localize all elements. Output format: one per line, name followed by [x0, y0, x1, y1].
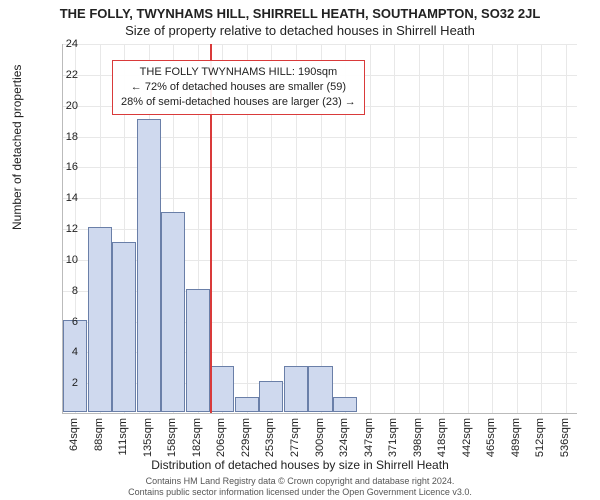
gridline-v [394, 44, 395, 413]
footer-line2: Contains public sector information licen… [0, 487, 600, 498]
histogram-bar [161, 212, 185, 412]
y-tick-label: 6 [48, 316, 78, 328]
x-tick-label: 253sqm [264, 418, 276, 457]
chart-area: THE FOLLY TWYNHAMS HILL: 190sqm ← 72% of… [62, 44, 577, 414]
x-tick-label: 158sqm [166, 418, 178, 457]
histogram-bar [235, 397, 259, 412]
y-tick-label: 12 [48, 223, 78, 235]
attribution-footer: Contains HM Land Registry data © Crown c… [0, 476, 600, 499]
y-tick-label: 24 [48, 38, 78, 50]
y-tick-label: 4 [48, 346, 78, 358]
y-tick-label: 22 [48, 69, 78, 81]
y-tick-label: 14 [48, 192, 78, 204]
chart-title-main: THE FOLLY, TWYNHAMS HILL, SHIRRELL HEATH… [0, 0, 600, 21]
x-tick-label: 442sqm [461, 418, 473, 457]
x-tick-label: 135sqm [142, 418, 154, 457]
x-tick-label: 64sqm [68, 418, 80, 451]
histogram-bar [210, 366, 234, 412]
y-tick-label: 8 [48, 285, 78, 297]
gridline-v [541, 44, 542, 413]
infobox-line3: 28% of semi-detached houses are larger (… [121, 95, 356, 110]
footer-line1: Contains HM Land Registry data © Crown c… [0, 476, 600, 487]
reference-infobox: THE FOLLY TWYNHAMS HILL: 190sqm ← 72% of… [112, 60, 365, 115]
x-tick-label: 206sqm [215, 418, 227, 457]
x-tick-label: 418sqm [436, 418, 448, 457]
x-axis-label: Distribution of detached houses by size … [0, 458, 600, 472]
x-tick-label: 300sqm [314, 418, 326, 457]
gridline-v [468, 44, 469, 413]
x-tick-label: 398sqm [412, 418, 424, 457]
gridline-v [566, 44, 567, 413]
x-tick-label: 347sqm [363, 418, 375, 457]
y-axis-label: Number of detached properties [10, 65, 24, 230]
y-tick-label: 20 [48, 100, 78, 112]
x-tick-label: 111sqm [117, 418, 129, 456]
x-tick-label: 229sqm [240, 418, 252, 457]
y-tick-label: 10 [48, 254, 78, 266]
histogram-bar [259, 381, 283, 412]
x-tick-label: 324sqm [338, 418, 350, 457]
histogram-bar [112, 242, 136, 412]
gridline-v [492, 44, 493, 413]
histogram-bar [88, 227, 112, 412]
x-tick-label: 371sqm [387, 418, 399, 457]
y-tick-label: 2 [48, 377, 78, 389]
histogram-bar [284, 366, 308, 412]
x-tick-label: 489sqm [510, 418, 522, 457]
y-tick-label: 16 [48, 161, 78, 173]
x-tick-label: 465sqm [485, 418, 497, 457]
infobox-line2: ← 72% of detached houses are smaller (59… [121, 80, 356, 95]
x-tick-label: 182sqm [191, 418, 203, 457]
x-tick-label: 536sqm [559, 418, 571, 457]
x-tick-label: 512sqm [534, 418, 546, 457]
histogram-bar [137, 119, 161, 412]
gridline-v [517, 44, 518, 413]
histogram-bar [63, 320, 87, 413]
chart-title-sub: Size of property relative to detached ho… [0, 21, 600, 38]
x-tick-label: 277sqm [289, 418, 301, 457]
gridline-v [443, 44, 444, 413]
infobox-line1: THE FOLLY TWYNHAMS HILL: 190sqm [121, 65, 356, 80]
gridline-v [370, 44, 371, 413]
gridline-v [419, 44, 420, 413]
histogram-bar [186, 289, 210, 412]
x-tick-label: 88sqm [93, 418, 105, 451]
histogram-bar [308, 366, 332, 412]
histogram-bar [333, 397, 357, 412]
y-tick-label: 18 [48, 131, 78, 143]
